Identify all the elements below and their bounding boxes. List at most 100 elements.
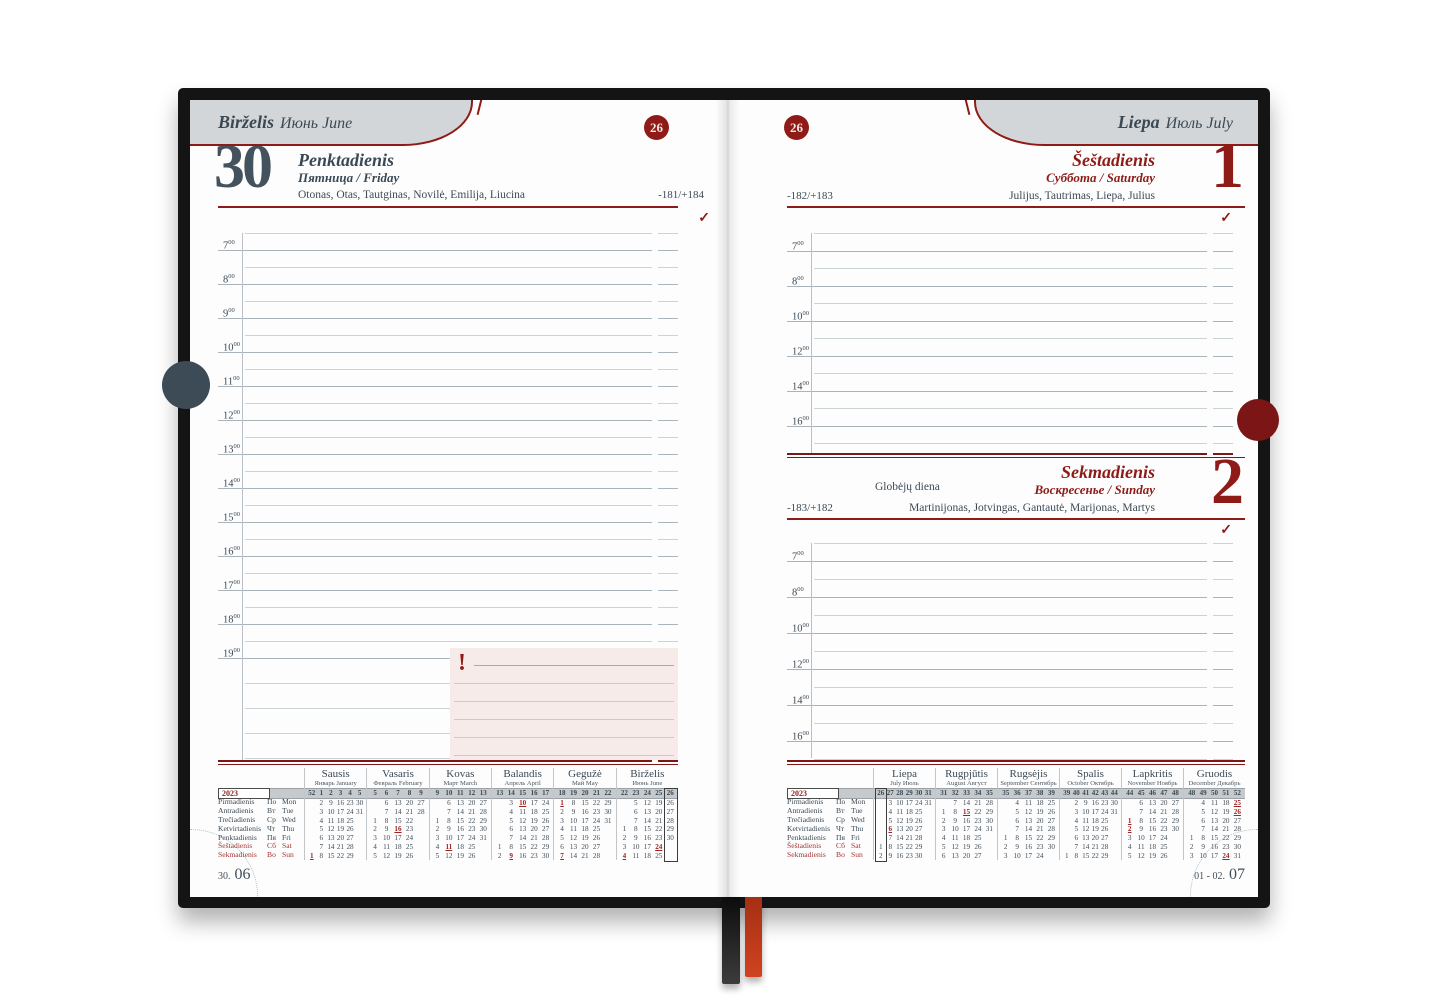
weekday-lt: Šeštadienis (1071, 150, 1155, 170)
week-number: 41 (1082, 789, 1090, 797)
date-cell: 27 (479, 799, 487, 807)
date-row: 1 8 15 22 29 (1124, 817, 1181, 826)
week-number: 13 (496, 789, 504, 797)
date-row: 4 11 18 25 (1186, 799, 1243, 808)
date-cell: 4 (888, 807, 893, 816)
mini-month-grid: 48 49 50 51 52 4 11 18 25 5 12 19 26 6 13 20 27 7 14 21 28 1 8… (1186, 788, 1243, 861)
week-number: 29 (905, 789, 913, 797)
date-cell: 18 (905, 807, 913, 816)
hour-label: 1200 (223, 409, 240, 422)
weekday-name-lt: Trečiadienis (787, 815, 825, 825)
hour-label: 1400 (792, 379, 809, 393)
label-separator (811, 543, 812, 758)
mini-month-subtitle: November Ноябрь (1127, 780, 1178, 787)
date-cell: 14 (896, 834, 904, 843)
bookmark-ribbon-black[interactable] (722, 897, 740, 984)
date-cell: 15 (643, 825, 651, 834)
date-cell (1000, 825, 1011, 834)
date-cell: 23 (1101, 799, 1109, 807)
week-numbers-row: 9 10 11 12 13 (432, 788, 489, 799)
week-number: 38 (1036, 789, 1044, 797)
date-cell: 13 (643, 807, 651, 816)
label-separator (811, 233, 812, 455)
date-cell: 20 (1036, 816, 1044, 825)
date-cell: 27 (417, 799, 425, 807)
date-row: 6 13 20 27 (1186, 817, 1243, 826)
date-cell: 8 (319, 851, 324, 860)
hour-line (218, 488, 678, 489)
date-cell: 12 (896, 816, 904, 825)
date-cell: 2 (373, 825, 377, 834)
line-gap (1207, 541, 1213, 760)
date-cell: 30 (985, 816, 993, 825)
mini-month-subtitle: December Декабрь (1188, 780, 1241, 787)
hour-line (218, 556, 678, 557)
date-cell: 20 (1160, 799, 1168, 807)
date-cell: 18 (1036, 799, 1044, 807)
date-row: 6 13 20 27 (1062, 834, 1119, 843)
date-cell (1124, 799, 1135, 808)
week-number: 43 (1101, 789, 1109, 797)
weekday-ru-en: Пятница / Friday (298, 170, 400, 185)
date-cell: 25 (468, 842, 476, 851)
date-cell: 23 (592, 807, 601, 816)
section-divider (787, 760, 1245, 765)
bookmark-ribbon-red[interactable] (745, 897, 762, 977)
weekday-header-saturday: Šeštadienis Суббота / Saturday (1046, 150, 1155, 185)
date-cell: 12 (1210, 807, 1219, 816)
week-number: 32 (951, 789, 959, 797)
date-cell: 12 (643, 799, 651, 807)
hour-line (787, 705, 1245, 706)
date-row: 6 13 20 27 (432, 799, 489, 808)
date-cell: 10 (1082, 807, 1090, 816)
week-number-badge: 26 (644, 115, 669, 140)
date-cell: 27 (974, 851, 982, 860)
date-cell (924, 852, 934, 861)
date-cell: 11 (383, 842, 390, 851)
page-right-july-1-2: Liepa Июль July 26 1 Šeštadienis Суббота … (728, 100, 1258, 897)
date-row: 7 14 21 28 (494, 834, 551, 843)
date-cell: 30 (915, 851, 923, 860)
week-number: 44 (1110, 789, 1118, 797)
date-cell: 16 (643, 834, 651, 843)
date-cell: 21 (1036, 825, 1044, 834)
date-cell: 21 (1222, 825, 1230, 834)
date-cell: 7 (1201, 825, 1205, 834)
date-cell: 7 (509, 834, 513, 843)
date-cell: 13 (1024, 816, 1033, 825)
date-cell: 9 (509, 851, 513, 860)
half-hour-line (245, 539, 678, 540)
month-name-lt: Liepa (1117, 112, 1160, 132)
date-cell (494, 834, 505, 843)
date-cell (307, 825, 317, 834)
date-cell: 8 (571, 799, 576, 807)
date-cell: 28 (592, 851, 601, 860)
date-cell: 24 (1101, 807, 1109, 816)
date-row: 1 8 15 22 29 (1186, 834, 1243, 843)
weekday-row: Antradienis Вт Tue (218, 806, 304, 816)
date-cell: 23 (346, 799, 354, 807)
hour-line (787, 633, 1245, 634)
year-label: 2023 (218, 787, 270, 799)
date-cell (1186, 825, 1197, 834)
mini-month-grid: 9 10 11 12 13 6 13 20 27 7 14 21 28 1 8 15 22 29 2 9 16 23 30 3… (432, 788, 489, 861)
date-cell (432, 808, 443, 817)
date-cell: 15 (394, 816, 402, 825)
label-separator (242, 233, 243, 762)
date-row: 6 13 20 27 (369, 799, 426, 808)
date-row: 4 11 18 25 (938, 834, 995, 843)
week-number: 39 (1063, 789, 1071, 797)
week-number: 1 (319, 789, 324, 797)
date-cell: 5 (319, 825, 324, 834)
date-cell (1062, 825, 1072, 834)
weekday-lt: Penktadienis (298, 150, 395, 170)
page-left-june-30: Birželis Июнь June 26 30 Penktadienis Пят… (190, 100, 728, 897)
date-cell: 1 (878, 842, 883, 851)
date-cell: 8 (1201, 834, 1205, 843)
date-cell: 15 (327, 851, 335, 860)
hour-line (787, 597, 1245, 598)
date-cell: 22 (592, 799, 601, 807)
date-row: 2 9 16 23 30 (1186, 843, 1243, 852)
date-cell: 13 (327, 834, 335, 843)
hour-label: 800 (223, 273, 235, 286)
